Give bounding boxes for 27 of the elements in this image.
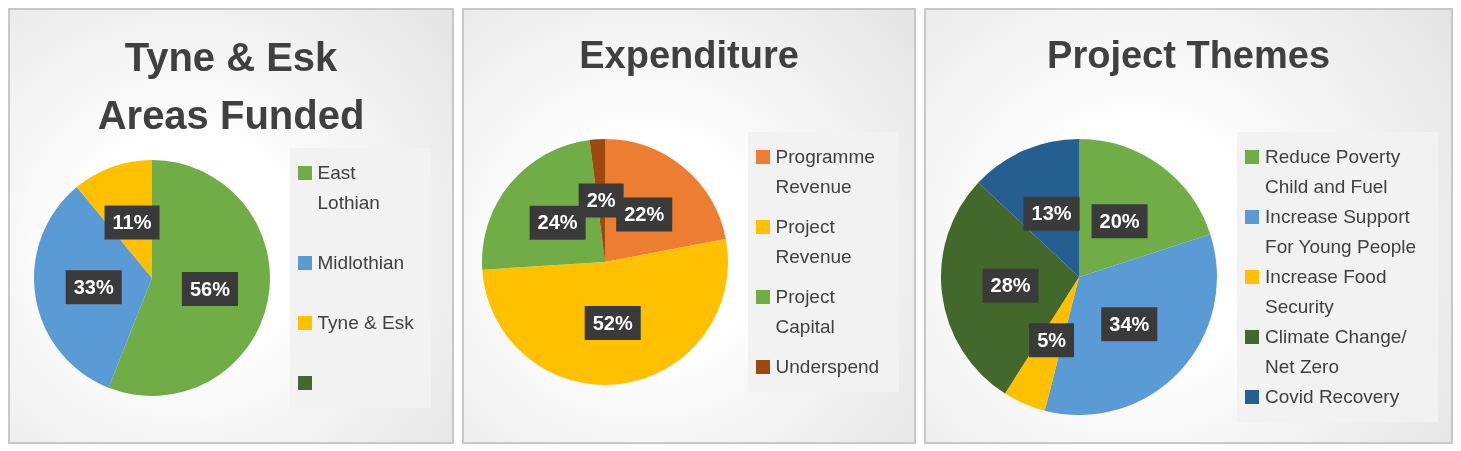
legend-label: Programme Revenue: [775, 145, 876, 199]
chart-title: Expenditure: [578, 33, 800, 78]
legend-label: Climate Change/ Net Zero: [1265, 325, 1408, 379]
legend-label: East Lothian: [317, 161, 381, 215]
legend-label: Project Revenue: [775, 215, 853, 269]
data-label: 20%: [1099, 209, 1140, 232]
data-label: 56%: [189, 277, 230, 300]
legend-label: Covid Recovery: [1265, 385, 1400, 409]
legend-label: Project Capital: [775, 285, 836, 339]
legend-label: Reduce Poverty Child and Fuel: [1265, 145, 1402, 199]
data-label: 52%: [592, 311, 633, 334]
data-label: 28%: [990, 274, 1031, 297]
chart-title: Project Themes: [1046, 33, 1332, 78]
legend-label: Midlothian: [317, 251, 405, 275]
legend-label: Tyne & Esk: [317, 311, 414, 335]
chart-title: Tyne & Esk Areas Funded: [96, 34, 366, 139]
data-label: 11%: [112, 211, 152, 233]
data-label: 34%: [1109, 312, 1150, 335]
data-label: 22%: [623, 203, 665, 226]
data-label: 33%: [73, 275, 114, 298]
legend-label: Increase Food Security: [1265, 265, 1388, 319]
data-label: 24%: [537, 211, 578, 234]
legend-label: Increase Support For Young People: [1265, 205, 1418, 259]
data-label: 5%: [1037, 328, 1067, 351]
legend-label: Underspend: [775, 355, 880, 379]
data-label: 13%: [1031, 202, 1072, 225]
data-label: 2%: [586, 189, 616, 212]
